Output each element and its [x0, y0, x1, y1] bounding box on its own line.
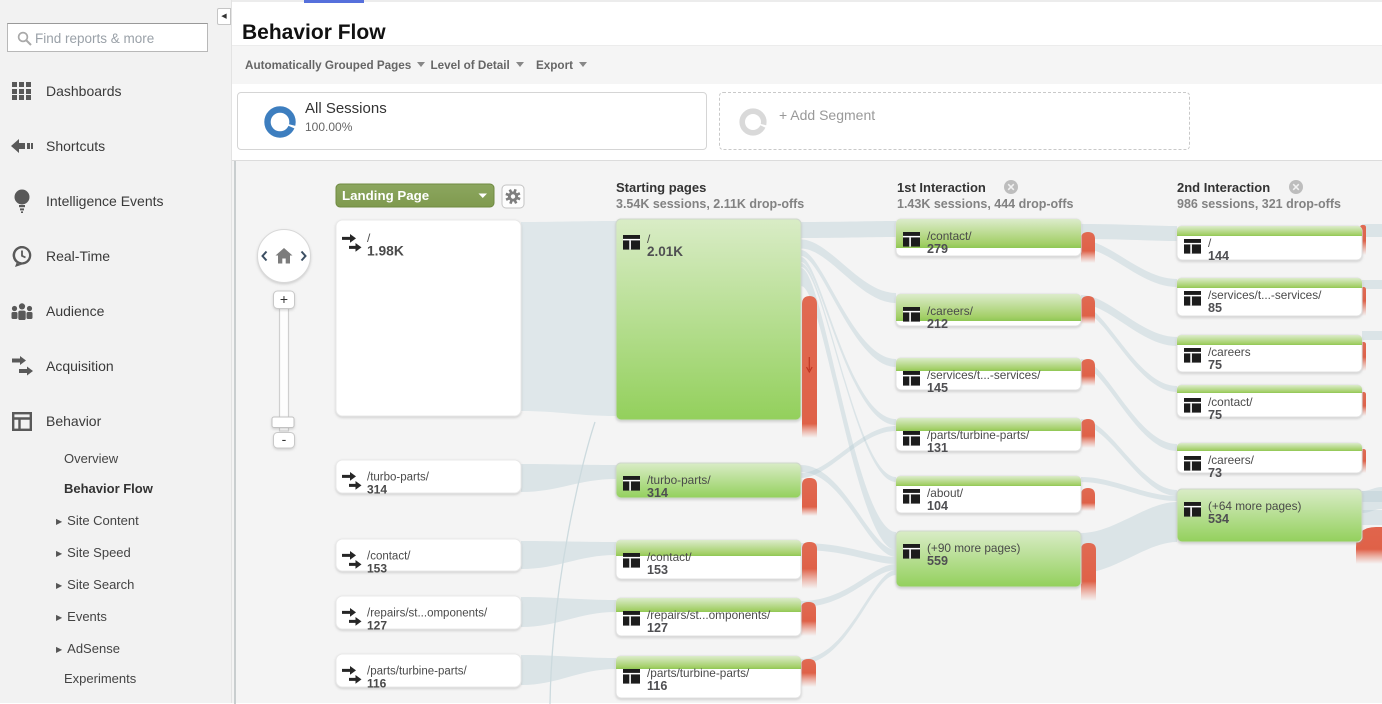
svg-text:131: 131: [927, 441, 948, 455]
svg-text:127: 127: [647, 621, 668, 635]
svg-text:/about/: /about/: [927, 486, 964, 500]
svg-text:314: 314: [647, 486, 668, 500]
svg-text:-: -: [282, 431, 287, 447]
svg-text:(+64 more pages): (+64 more pages): [1208, 499, 1302, 513]
svg-text:3.54K sessions, 2.11K drop-off: 3.54K sessions, 2.11K drop-offs: [616, 197, 804, 211]
svg-text:127: 127: [367, 619, 387, 633]
svg-text:/repairs/st...omponents/: /repairs/st...omponents/: [367, 608, 488, 620]
svg-text:/careers: /careers: [1208, 345, 1251, 359]
svg-text:73: 73: [1208, 466, 1222, 480]
svg-text:/contact/: /contact/: [647, 550, 692, 564]
svg-text:116: 116: [367, 677, 387, 691]
svg-text:/repairs/st...omponents/: /repairs/st...omponents/: [647, 608, 771, 622]
svg-text:/careers/: /careers/: [1208, 453, 1255, 467]
svg-text:/turbo-parts/: /turbo-parts/: [647, 473, 711, 487]
svg-text:559: 559: [927, 554, 948, 568]
svg-text:314: 314: [367, 483, 387, 497]
svg-text:1.43K sessions, 444 drop-offs: 1.43K sessions, 444 drop-offs: [897, 197, 1074, 211]
svg-text:/services/t...-services/: /services/t...-services/: [927, 368, 1041, 382]
svg-text:(+90 more pages): (+90 more pages): [927, 541, 1021, 555]
svg-text:212: 212: [927, 317, 948, 331]
svg-text:104: 104: [927, 499, 948, 513]
svg-text:/: /: [647, 232, 651, 246]
svg-text:/parts/turbine-parts/: /parts/turbine-parts/: [647, 666, 750, 680]
svg-text:/parts/turbine-parts/: /parts/turbine-parts/: [367, 666, 468, 678]
svg-text:/contact/: /contact/: [1208, 395, 1253, 409]
svg-text:534: 534: [1208, 512, 1229, 526]
svg-text:1.98K: 1.98K: [367, 244, 404, 259]
svg-text:+: +: [280, 291, 288, 307]
svg-text:153: 153: [647, 563, 668, 577]
svg-text:75: 75: [1208, 408, 1222, 422]
svg-text:986 sessions, 321 drop-offs: 986 sessions, 321 drop-offs: [1177, 197, 1341, 211]
svg-text:/turbo-parts/: /turbo-parts/: [367, 472, 430, 484]
svg-text:145: 145: [927, 381, 948, 395]
svg-text:/contact/: /contact/: [367, 551, 411, 563]
svg-text:Landing Page: Landing Page: [342, 188, 429, 203]
svg-text:75: 75: [1208, 358, 1222, 372]
svg-text:144: 144: [1208, 249, 1229, 263]
svg-text:/careers/: /careers/: [927, 304, 974, 318]
svg-text:2nd Interaction: 2nd Interaction: [1177, 180, 1270, 195]
svg-text:/services/t...-services/: /services/t...-services/: [1208, 288, 1322, 302]
svg-text:1st Interaction: 1st Interaction: [897, 180, 986, 195]
svg-text:279: 279: [927, 242, 948, 256]
svg-text:/parts/turbine-parts/: /parts/turbine-parts/: [927, 428, 1030, 442]
svg-text:85: 85: [1208, 301, 1222, 315]
svg-text:153: 153: [367, 562, 387, 576]
svg-text:2.01K: 2.01K: [647, 244, 683, 259]
svg-text:116: 116: [647, 679, 667, 693]
svg-text:Starting pages: Starting pages: [616, 180, 706, 195]
svg-text:/: /: [367, 231, 371, 245]
svg-text:/: /: [1208, 236, 1212, 250]
svg-text:/contact/: /contact/: [927, 229, 972, 243]
